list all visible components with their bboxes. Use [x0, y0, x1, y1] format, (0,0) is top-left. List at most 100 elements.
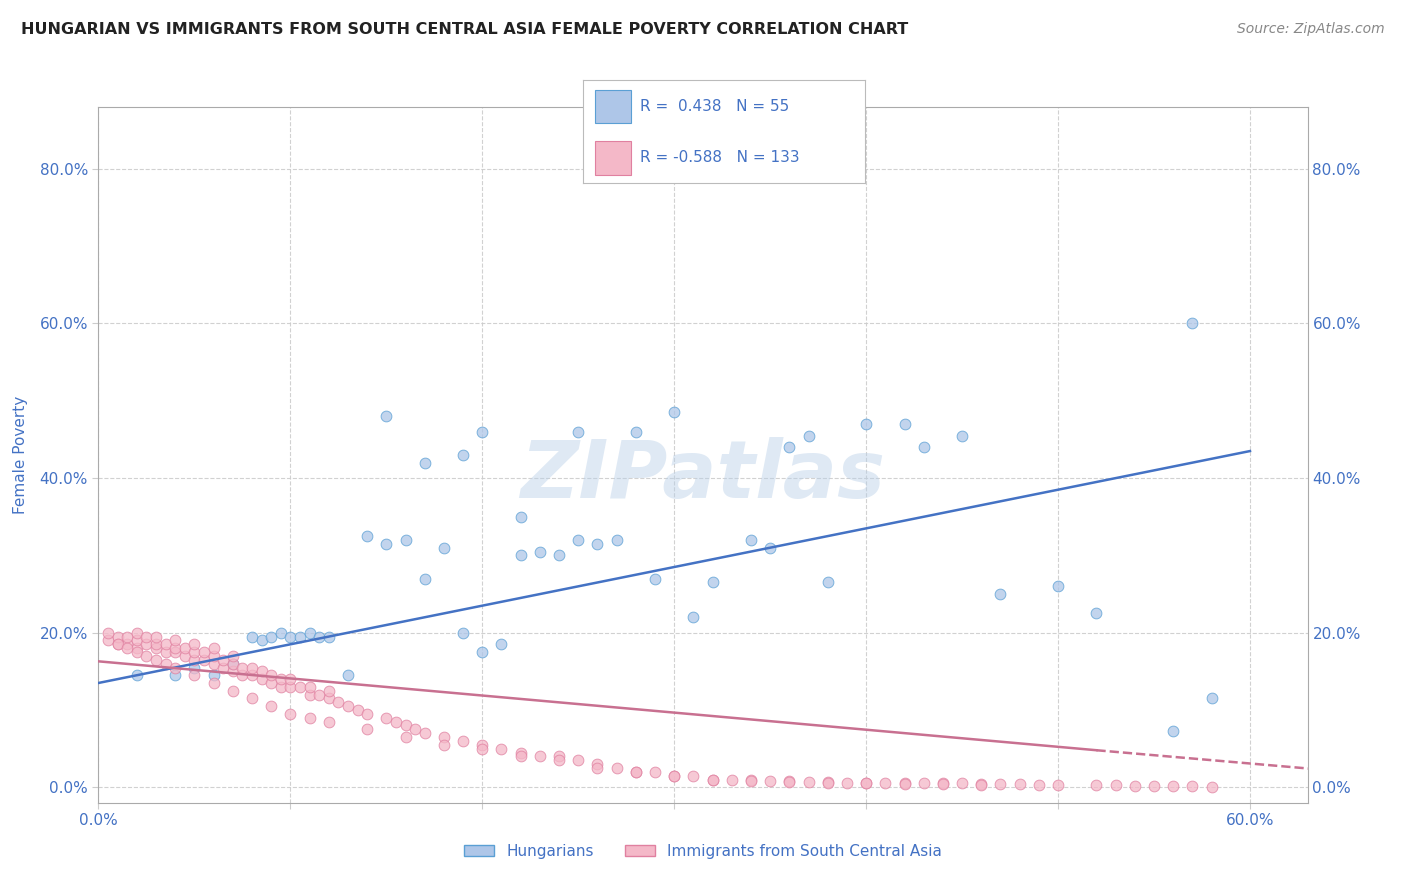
Point [308, 630, 330, 644]
Point [115, 641, 138, 656]
Point [740, 533, 762, 547]
Point [740, 772, 762, 787]
Point [125, 645, 148, 659]
Point [702, 772, 724, 787]
Point [231, 668, 253, 682]
Point [288, 680, 311, 694]
Point [250, 633, 273, 648]
Point [413, 726, 436, 740]
Point [260, 676, 283, 690]
Point [270, 625, 292, 640]
Point [1085, 607, 1108, 621]
Point [606, 533, 628, 547]
Point [173, 641, 195, 656]
Point [222, 657, 245, 671]
Point [202, 668, 225, 682]
Point [155, 637, 177, 651]
Point [835, 775, 858, 789]
Point [318, 691, 340, 706]
Point [356, 529, 378, 543]
Point [491, 637, 513, 651]
Point [270, 680, 292, 694]
Point [644, 572, 666, 586]
Point [308, 688, 330, 702]
Point [529, 544, 551, 558]
Point [240, 630, 263, 644]
Point [624, 425, 647, 439]
Point [1181, 779, 1204, 793]
Point [115, 630, 138, 644]
Point [759, 774, 782, 789]
Point [778, 774, 800, 789]
Point [1047, 579, 1070, 593]
Point [394, 730, 416, 744]
Text: HUNGARIAN VS IMMIGRANTS FROM SOUTH CENTRAL ASIA FEMALE POVERTY CORRELATION CHART: HUNGARIAN VS IMMIGRANTS FROM SOUTH CENTR… [21, 22, 908, 37]
Point [433, 730, 456, 744]
Point [644, 764, 666, 779]
Point [912, 440, 935, 454]
Point [183, 653, 205, 667]
Point [394, 718, 416, 732]
Point [664, 405, 686, 419]
Text: ZIPatlas: ZIPatlas [520, 437, 886, 515]
Point [125, 633, 148, 648]
Point [193, 653, 215, 667]
Point [165, 641, 187, 656]
Point [107, 637, 129, 651]
Point [740, 774, 762, 789]
Point [222, 683, 245, 698]
Point [567, 753, 589, 767]
Point [567, 533, 589, 547]
Point [193, 645, 215, 659]
Point [231, 660, 253, 674]
Point [970, 777, 993, 791]
Point [250, 672, 273, 686]
Point [893, 776, 915, 790]
Point [356, 706, 378, 721]
Point [1028, 778, 1050, 792]
Point [145, 630, 167, 644]
Point [202, 641, 225, 656]
Point [970, 778, 993, 792]
Point [165, 660, 187, 674]
Point [280, 672, 302, 686]
Point [318, 714, 340, 729]
Point [586, 761, 609, 775]
Point [328, 695, 350, 709]
Point [950, 776, 973, 790]
Point [385, 714, 408, 729]
Point [797, 428, 820, 442]
Point [702, 772, 724, 787]
Point [875, 775, 897, 789]
Point [1161, 779, 1184, 793]
Point [664, 769, 686, 783]
Point [202, 657, 225, 671]
Point [413, 572, 436, 586]
Point [1181, 317, 1204, 331]
Point [375, 537, 398, 551]
Point [817, 575, 839, 590]
Point [125, 641, 148, 656]
Point [107, 630, 129, 644]
Point [567, 425, 589, 439]
Point [797, 775, 820, 789]
Point [394, 533, 416, 547]
Point [183, 637, 205, 651]
Point [433, 541, 456, 555]
Point [990, 777, 1012, 791]
Point [202, 676, 225, 690]
Point [280, 630, 302, 644]
Point [165, 668, 187, 682]
Point [375, 409, 398, 424]
Point [932, 776, 955, 790]
Point [298, 688, 321, 702]
Point [548, 753, 571, 767]
Point [280, 680, 302, 694]
Point [404, 723, 426, 737]
Point [932, 777, 955, 791]
Point [413, 456, 436, 470]
Point [1085, 778, 1108, 792]
Point [260, 630, 283, 644]
Point [1047, 778, 1070, 792]
Point [260, 699, 283, 714]
